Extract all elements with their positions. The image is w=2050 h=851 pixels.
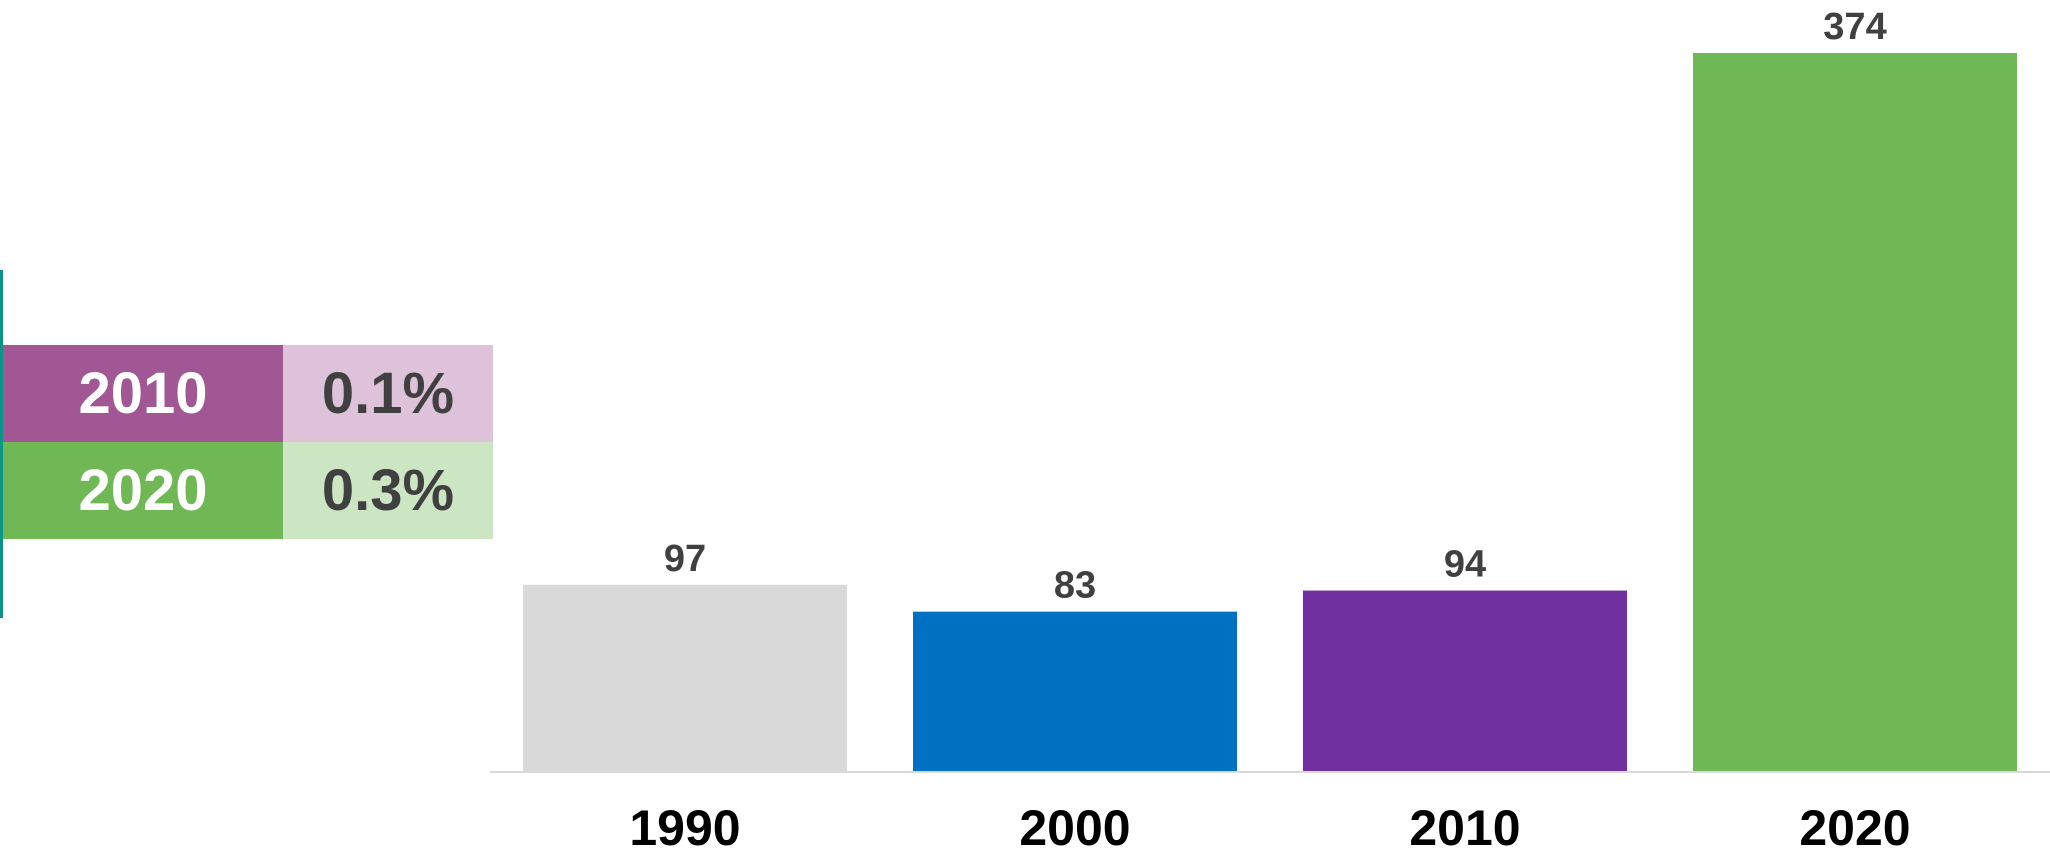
value-labels-group: 97 83 94 374 (664, 6, 1887, 607)
value-label-1990: 97 (664, 538, 706, 580)
value-label-2000: 83 (1054, 565, 1096, 607)
value-label-2020: 374 (1823, 6, 1886, 48)
legend-row-2010: 2010 0.1% (3, 345, 493, 442)
bar-2000 (913, 611, 1237, 771)
x-tick-label-2000: 2000 (1019, 800, 1130, 851)
legend-table: 2010 0.1% 2020 0.3% (3, 345, 493, 539)
tick-labels-group: 1990 2000 2010 2020 (629, 800, 1910, 851)
legend-row-2020: 2020 0.3% (3, 442, 493, 539)
bar-2010 (1303, 590, 1627, 771)
accent-line (0, 270, 3, 618)
legend-percent-2010: 0.1% (283, 345, 493, 442)
bar-2020 (1693, 53, 2017, 771)
value-label-2010: 94 (1444, 544, 1486, 586)
legend-year-2020: 2020 (3, 442, 283, 539)
x-tick-label-2020: 2020 (1799, 800, 1910, 851)
legend-percent-2020: 0.3% (283, 442, 493, 539)
x-tick-label-1990: 1990 (629, 800, 740, 851)
legend-year-2010: 2010 (3, 345, 283, 442)
x-tick-label-2010: 2010 (1409, 800, 1520, 851)
bars-group (523, 53, 2017, 771)
bar-1990 (523, 584, 847, 771)
